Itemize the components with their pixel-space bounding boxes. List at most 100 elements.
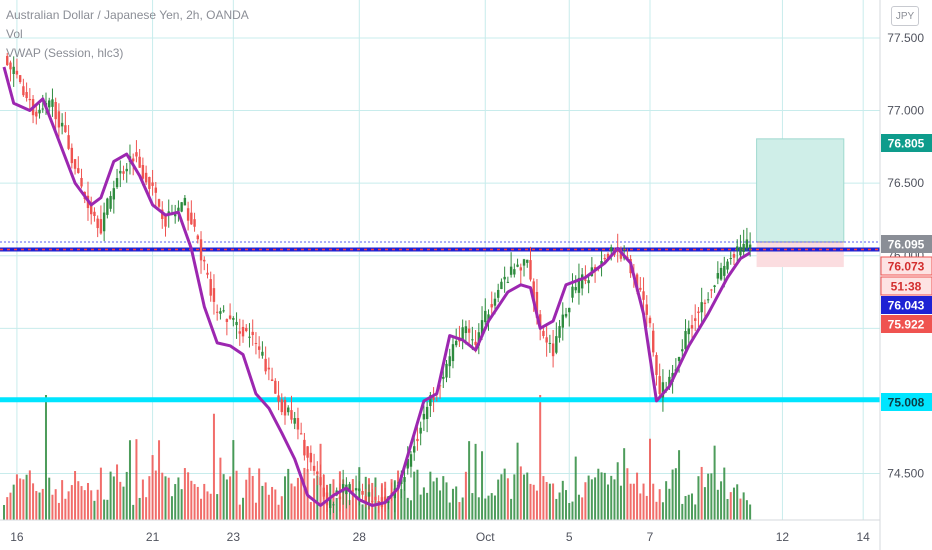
volume-bar — [632, 483, 635, 520]
candle-body — [603, 257, 606, 260]
candle-body — [80, 177, 83, 187]
price-tag-label: 76.095 — [888, 238, 925, 252]
volume-bar — [93, 500, 96, 520]
candle-body — [351, 490, 355, 492]
volume-bar — [726, 498, 729, 520]
candle-body — [545, 337, 548, 343]
volume-bar — [177, 477, 180, 520]
volume-bar — [161, 472, 164, 520]
candle-body — [726, 261, 729, 270]
candle-body — [558, 326, 561, 338]
candle-body — [484, 310, 487, 323]
volume-bar — [616, 462, 619, 520]
candle-body — [480, 320, 484, 337]
candle-body — [57, 111, 61, 128]
candle-body — [254, 343, 258, 345]
volume-bar — [458, 502, 461, 520]
candle-body — [196, 235, 199, 240]
volume-bar — [619, 485, 622, 520]
volume-bar — [397, 470, 400, 520]
volume-legend[interactable]: Vol — [6, 27, 23, 41]
candle-body — [102, 212, 106, 232]
volume-bar — [590, 479, 593, 520]
candle-body — [687, 328, 690, 335]
candle-body — [183, 197, 187, 206]
candle-body — [299, 433, 303, 435]
volume-bar — [280, 496, 283, 520]
horizontal-lines[interactable] — [0, 241, 880, 403]
grid-layer — [0, 0, 880, 520]
volume-bar — [745, 500, 748, 520]
candle-body — [606, 253, 610, 259]
volume-bar — [661, 502, 664, 520]
candle-body — [455, 340, 458, 346]
candle-body — [681, 349, 684, 352]
currency-button[interactable]: JPY — [891, 6, 919, 26]
volume-bar — [442, 476, 445, 520]
candle-body — [35, 111, 38, 117]
candle-body — [144, 172, 148, 183]
volume-bar — [335, 497, 338, 520]
candle-body — [358, 488, 361, 492]
candle-body — [509, 266, 513, 275]
price-tag-label: 51:38 — [891, 280, 922, 294]
candle-body — [668, 376, 671, 387]
volume-bar — [713, 445, 716, 520]
volume-bar — [668, 488, 671, 520]
volume-bar — [303, 467, 306, 520]
candle-body — [535, 291, 539, 318]
candle-body — [690, 325, 694, 329]
candle-body — [6, 56, 9, 66]
candle-body — [290, 410, 293, 420]
volume-bar — [145, 497, 148, 520]
volume-bar — [597, 468, 600, 520]
volume-bar — [261, 485, 264, 520]
candle-body — [419, 427, 422, 434]
volume-bar — [116, 464, 119, 520]
candle-body — [306, 446, 309, 458]
volume-bar — [665, 481, 668, 520]
candle-body — [422, 413, 426, 420]
volume-bar — [196, 486, 199, 520]
volume-bar — [506, 478, 509, 520]
volume-bar — [487, 495, 490, 520]
candle-body — [151, 182, 154, 186]
candle-body — [60, 122, 64, 127]
candle-body — [467, 328, 471, 333]
x-tick-label: 23 — [227, 530, 241, 544]
symbol-legend[interactable]: Australian Dollar / Japanese Yen, 2h, OA… — [6, 8, 249, 22]
candle-body — [700, 302, 703, 313]
candle-body — [212, 288, 216, 302]
volume-bar — [516, 442, 519, 520]
candle-body — [374, 496, 377, 501]
volume-bar — [187, 472, 190, 520]
volume-bar — [309, 502, 312, 520]
price-tag-box — [881, 393, 932, 411]
candle-body — [186, 208, 190, 221]
volume-bar — [6, 497, 9, 520]
volume-bar — [57, 502, 60, 520]
candle-body — [371, 500, 374, 502]
candle-body — [280, 399, 283, 413]
vwap-path — [2, 66, 751, 507]
volume-bar — [600, 472, 603, 520]
volume-bar — [532, 484, 535, 520]
volume-bar — [54, 489, 57, 520]
vwap-legend[interactable]: VWAP (Session, hlc3) — [6, 46, 124, 60]
volume-bar — [80, 486, 83, 520]
volume-bar — [112, 476, 115, 520]
volume-bar — [535, 490, 538, 520]
volume-bar — [565, 490, 568, 520]
volume-bar — [636, 472, 639, 520]
volume-bar — [141, 479, 144, 520]
candle-body — [584, 279, 587, 281]
volume-bar — [254, 502, 257, 520]
candle-body — [677, 356, 681, 361]
volume-bar — [652, 483, 655, 520]
candle-body — [532, 281, 535, 303]
volume-bar — [200, 498, 203, 520]
volume-bar — [174, 484, 177, 520]
volume-bar — [35, 491, 38, 520]
